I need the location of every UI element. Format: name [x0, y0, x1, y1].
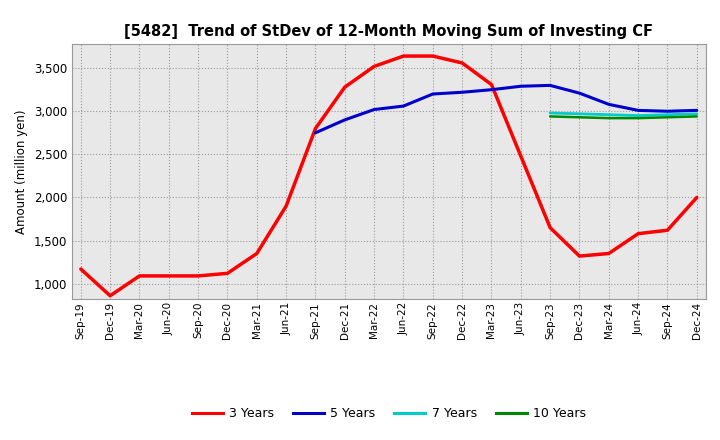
Title: [5482]  Trend of StDev of 12-Month Moving Sum of Investing CF: [5482] Trend of StDev of 12-Month Moving… — [125, 24, 653, 39]
Y-axis label: Amount (million yen): Amount (million yen) — [15, 110, 28, 234]
Legend: 3 Years, 5 Years, 7 Years, 10 Years: 3 Years, 5 Years, 7 Years, 10 Years — [186, 403, 591, 425]
